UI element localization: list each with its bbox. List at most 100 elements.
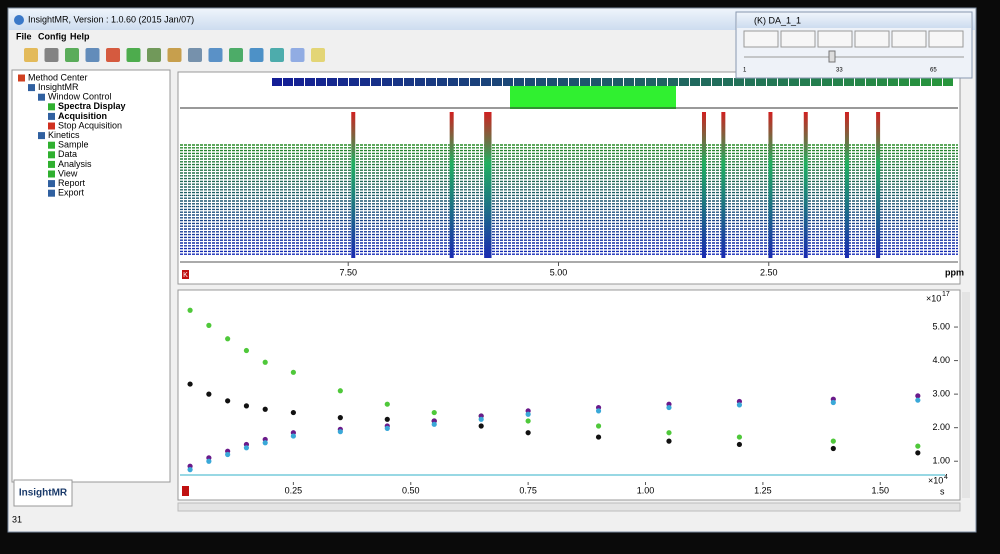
slider-thumb[interactable] [829, 51, 835, 62]
player-title: (K) DA_1_1 [754, 15, 801, 25]
tree-icon [48, 161, 55, 168]
toolbar-button[interactable] [45, 48, 59, 62]
x-tick-label: 2.50 [760, 267, 778, 277]
slider-label: 65 [930, 68, 937, 74]
toolbar-button[interactable] [24, 48, 38, 62]
color-bar-cell [393, 78, 403, 86]
player-button[interactable] [892, 31, 926, 47]
y-tick-label: 2.00 [932, 422, 950, 432]
color-bar-cell [503, 78, 513, 86]
point [737, 434, 742, 439]
color-bar-cell [547, 78, 557, 86]
point [666, 405, 671, 410]
status: 31 [12, 514, 22, 524]
toolbar-button[interactable] [291, 48, 305, 62]
color-bar-cell [789, 78, 799, 86]
point [666, 439, 671, 444]
point [831, 446, 836, 451]
point [338, 415, 343, 420]
player-button[interactable] [744, 31, 778, 47]
color-bar-cell [811, 78, 821, 86]
tree-icon [48, 190, 55, 197]
color-bar-cell [723, 78, 733, 86]
tree-item[interactable]: Stop Acquisition [58, 120, 122, 130]
menu-config[interactable]: Config [38, 31, 67, 41]
peak [845, 112, 849, 258]
tree-item[interactable]: Data [58, 149, 77, 159]
player-button[interactable] [818, 31, 852, 47]
tree-item[interactable]: Report [58, 178, 86, 188]
v-scrollbar[interactable] [962, 292, 970, 498]
toolbar-button[interactable] [86, 48, 100, 62]
tree-item[interactable]: View [58, 168, 78, 178]
toolbar-button[interactable] [168, 48, 182, 62]
x-tick-label: 1.50 [872, 485, 890, 495]
h-scrollbar[interactable] [178, 503, 960, 511]
menu-file[interactable]: File [16, 31, 32, 41]
color-bar-cell [745, 78, 755, 86]
point [206, 459, 211, 464]
tree-item[interactable]: Analysis [58, 159, 92, 169]
point [206, 392, 211, 397]
tree-item[interactable]: Export [58, 188, 85, 198]
color-bar-cell [492, 78, 502, 86]
toolbar-button[interactable] [311, 48, 325, 62]
color-bar-cell [338, 78, 348, 86]
color-bar-cell [756, 78, 766, 86]
player-button[interactable] [781, 31, 815, 47]
toolbar-button[interactable] [270, 48, 284, 62]
color-bar-cell [349, 78, 359, 86]
toolbar-button[interactable] [106, 48, 120, 62]
tree-icon [38, 94, 45, 101]
x-exponent-power: 4 [944, 474, 948, 481]
point [385, 426, 390, 431]
point [432, 410, 437, 415]
toolbar-button[interactable] [65, 48, 79, 62]
point [187, 308, 192, 313]
toolbar-button[interactable] [209, 48, 223, 62]
color-bar-cell [624, 78, 634, 86]
color-bar-cell [481, 78, 491, 86]
point [479, 417, 484, 422]
toolbar-button[interactable] [147, 48, 161, 62]
player-button[interactable] [929, 31, 963, 47]
toolbar-button[interactable] [229, 48, 243, 62]
color-bar-cell [679, 78, 689, 86]
color-bar-cell [272, 78, 282, 86]
color-bar-cell [305, 78, 315, 86]
x-exponent: ×10 [928, 475, 943, 485]
point [291, 410, 296, 415]
tree-item[interactable]: Acquisition [58, 111, 107, 121]
point [915, 444, 920, 449]
point [244, 445, 249, 450]
color-bar-cell [635, 78, 645, 86]
point [526, 418, 531, 423]
color-bar-cell [426, 78, 436, 86]
point [263, 440, 268, 445]
color-bar-cell [822, 78, 832, 86]
y-tick-label: 4.00 [932, 355, 950, 365]
player-button[interactable] [855, 31, 889, 47]
point [225, 452, 230, 457]
tree-item[interactable]: Window Control [48, 92, 112, 102]
point [187, 467, 192, 472]
tree-item[interactable]: InsightMR [38, 82, 79, 92]
color-bar-cell [932, 78, 942, 86]
tree-item[interactable]: Spectra Display [58, 101, 126, 111]
menu-help[interactable]: Help [70, 31, 90, 41]
color-bar-cell [943, 78, 953, 86]
y-tick-label: 3.00 [932, 389, 950, 399]
color-bar-cell [448, 78, 458, 86]
tree-icon [48, 142, 55, 149]
color-bar-cell [646, 78, 656, 86]
toolbar-button[interactable] [188, 48, 202, 62]
toolbar-button[interactable] [250, 48, 264, 62]
tree-item[interactable]: Kinetics [48, 130, 80, 140]
color-bar-cell [800, 78, 810, 86]
toolbar-button[interactable] [127, 48, 141, 62]
tree-item[interactable]: Method Center [28, 72, 88, 82]
color-bar-cell [701, 78, 711, 86]
tree-item[interactable]: Sample [58, 140, 89, 150]
app-icon [14, 15, 24, 25]
